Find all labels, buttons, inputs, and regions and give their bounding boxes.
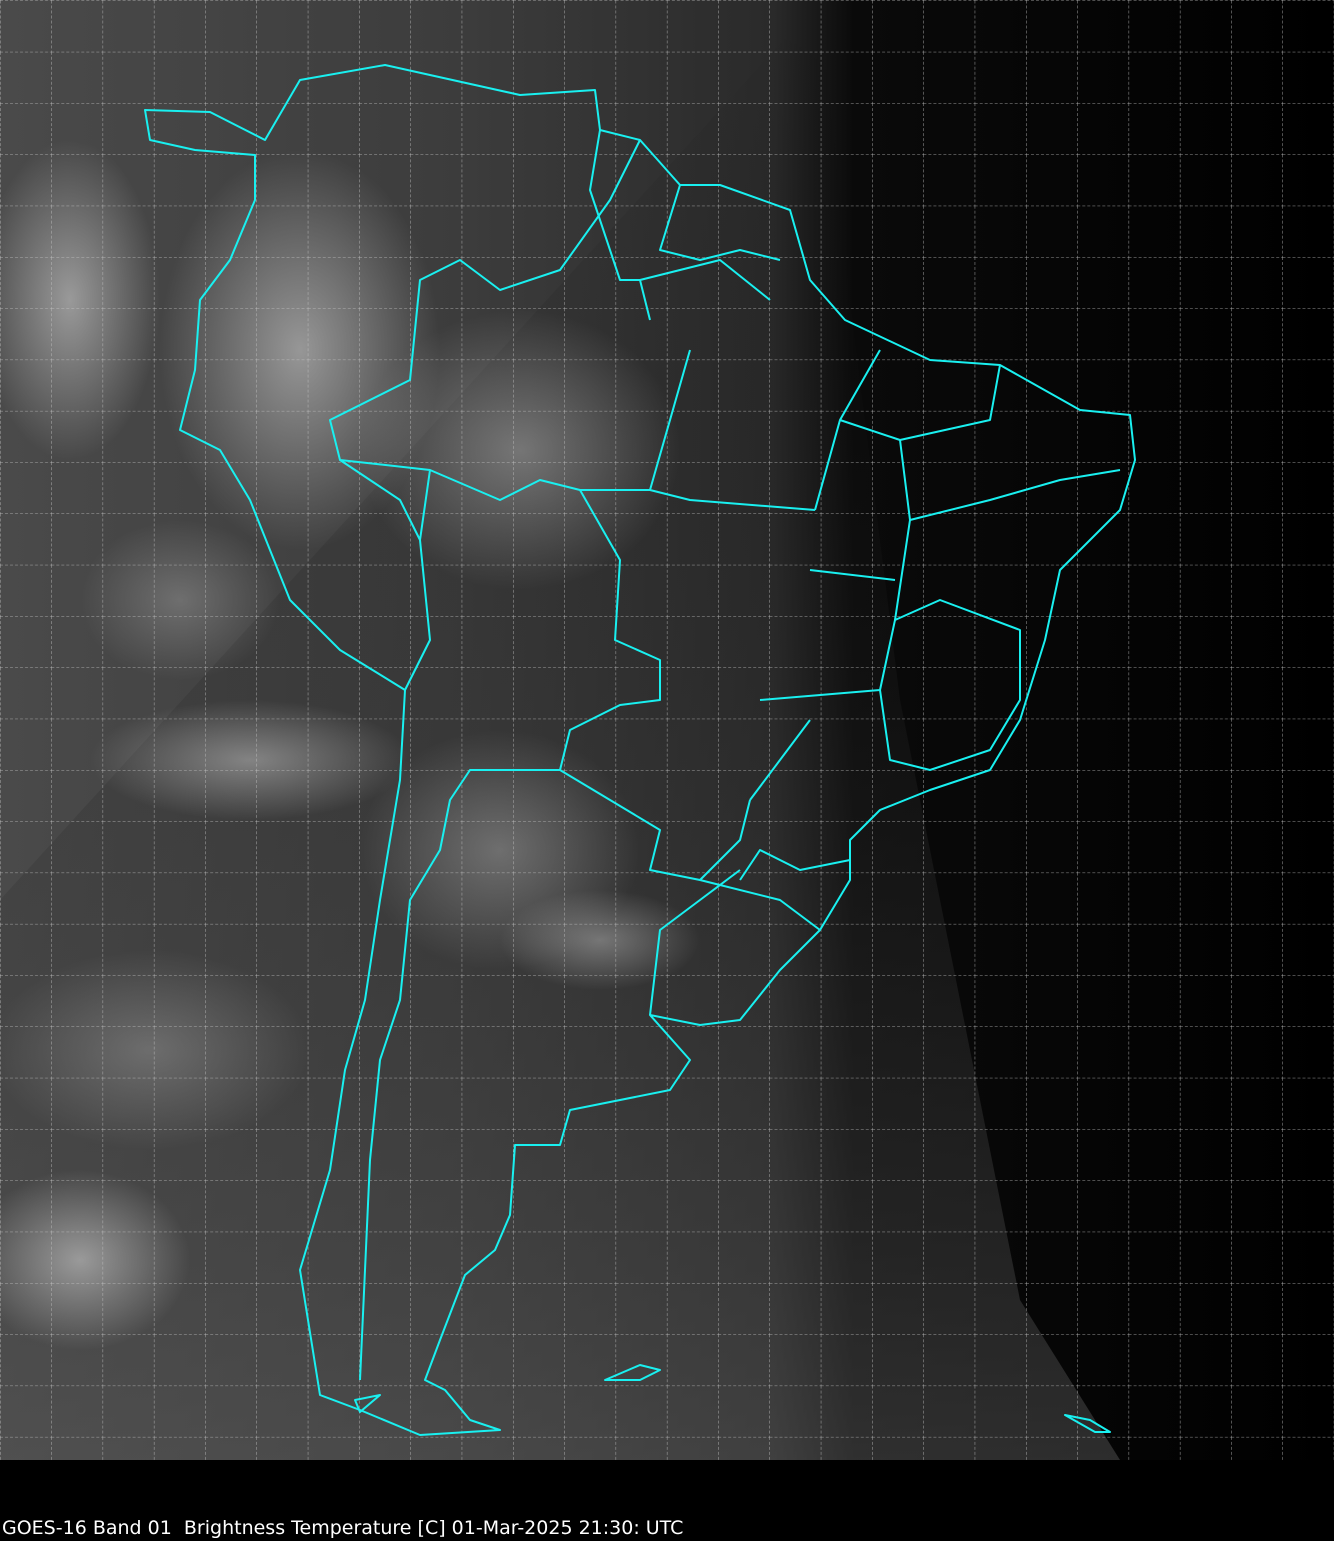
coastline bbox=[144, 64, 1136, 1436]
islands bbox=[354, 1364, 1111, 1433]
state-borders bbox=[589, 129, 1121, 931]
graticule bbox=[0, 0, 1334, 1460]
satellite-image bbox=[0, 0, 1334, 1460]
boundaries bbox=[144, 64, 1136, 1436]
national-borders bbox=[329, 139, 816, 1381]
caption: GOES-16 Band 01 Brightness Temperature [… bbox=[2, 1517, 684, 1539]
